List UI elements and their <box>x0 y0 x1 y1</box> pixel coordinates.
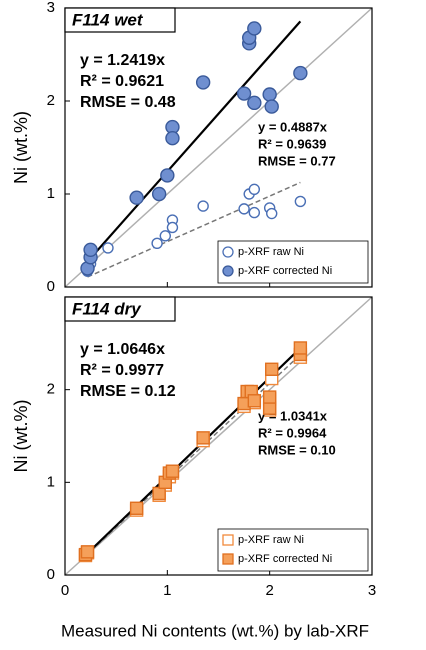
plot-frame <box>64 296 373 576</box>
fit-annotation: RMSE = 0.48 <box>80 94 176 111</box>
y-tick-label: 1 <box>47 185 55 202</box>
identity-line <box>64 296 373 576</box>
point <box>165 464 180 478</box>
point <box>247 21 262 36</box>
x-tick-label: 2 <box>265 582 273 599</box>
x-tick-label: 0 <box>61 582 69 599</box>
y-tick-label: 0 <box>47 278 55 295</box>
y-axis-title: Ni (wt.%) <box>11 400 31 473</box>
point <box>151 237 163 249</box>
point <box>266 207 278 220</box>
fit-annotation: RMSE = 0.10 <box>258 442 336 457</box>
point <box>247 394 262 408</box>
fit-annotation: R² = 0.9621 <box>80 73 164 90</box>
point <box>197 200 209 212</box>
x-tick-label: 1 <box>163 582 171 599</box>
fit-line <box>86 20 302 263</box>
fit-annotation: y = 0.4887x <box>258 119 328 134</box>
fit-annotation: RMSE = 0.12 <box>80 383 176 400</box>
point <box>262 401 277 415</box>
point <box>129 501 144 515</box>
panel-label-box <box>64 296 176 322</box>
point <box>166 221 179 234</box>
point <box>129 190 144 205</box>
legend-marker <box>222 534 234 546</box>
point <box>248 206 261 219</box>
y-axis-title: Ni (wt.%) <box>11 111 31 184</box>
point <box>151 186 167 202</box>
point <box>262 87 277 102</box>
panel-label: F114 wet <box>72 10 144 29</box>
y-tick-label: 0 <box>47 566 55 583</box>
fit-annotation: R² = 0.9964 <box>258 425 327 440</box>
point <box>294 195 307 208</box>
legend-label: p-XRF raw Ni <box>238 246 304 258</box>
point <box>83 242 98 258</box>
legend-marker <box>222 246 234 258</box>
point <box>293 341 308 355</box>
fit-annotation: R² = 0.9977 <box>80 362 164 379</box>
legend-label: p-XRF raw Ni <box>238 534 304 546</box>
point <box>196 431 210 445</box>
identity-line <box>64 7 373 288</box>
point <box>238 203 250 215</box>
point <box>165 130 180 146</box>
point <box>80 545 95 559</box>
y-tick-label: 2 <box>47 381 55 398</box>
point <box>248 183 261 196</box>
x-axis-title: Measured Ni contents (wt.%) by lab-XRF <box>61 621 369 640</box>
y-tick-label: 1 <box>47 473 55 490</box>
y-tick-label: 2 <box>47 92 55 109</box>
point <box>293 65 308 81</box>
panel: 0 1 2 3 Ni (wt.%) y = 0.4887x R² = 0.9639 RMSE … <box>11 0 373 295</box>
fit-annotation: R² = 0.9639 <box>258 136 326 151</box>
point <box>195 75 211 90</box>
x-tick-label: 3 <box>368 582 376 599</box>
legend-label: p-XRF corrected Ni <box>238 265 332 277</box>
plot-frame <box>64 7 373 288</box>
fit-annotation: RMSE = 0.77 <box>258 153 336 168</box>
legend-box <box>217 240 369 284</box>
point <box>102 242 114 254</box>
point <box>236 86 252 101</box>
point <box>160 168 175 183</box>
point <box>247 95 262 111</box>
fit-annotation: y = 1.0646x <box>80 341 165 358</box>
point <box>152 486 166 501</box>
fit-annotation: y = 1.2419x <box>80 52 165 69</box>
legend-marker <box>222 553 234 565</box>
legend-label: p-XRF corrected Ni <box>238 553 332 565</box>
legend-box <box>217 528 369 572</box>
panel-label: F114 dry <box>72 299 142 318</box>
fit-line <box>84 347 302 557</box>
y-tick-label: 3 <box>47 0 55 16</box>
point <box>159 230 171 242</box>
point <box>264 99 279 114</box>
fit-line <box>87 181 301 278</box>
panel-label-box <box>64 7 176 33</box>
point <box>262 390 277 404</box>
point <box>265 362 279 376</box>
legend-marker <box>222 265 234 277</box>
fit-line <box>84 354 301 557</box>
